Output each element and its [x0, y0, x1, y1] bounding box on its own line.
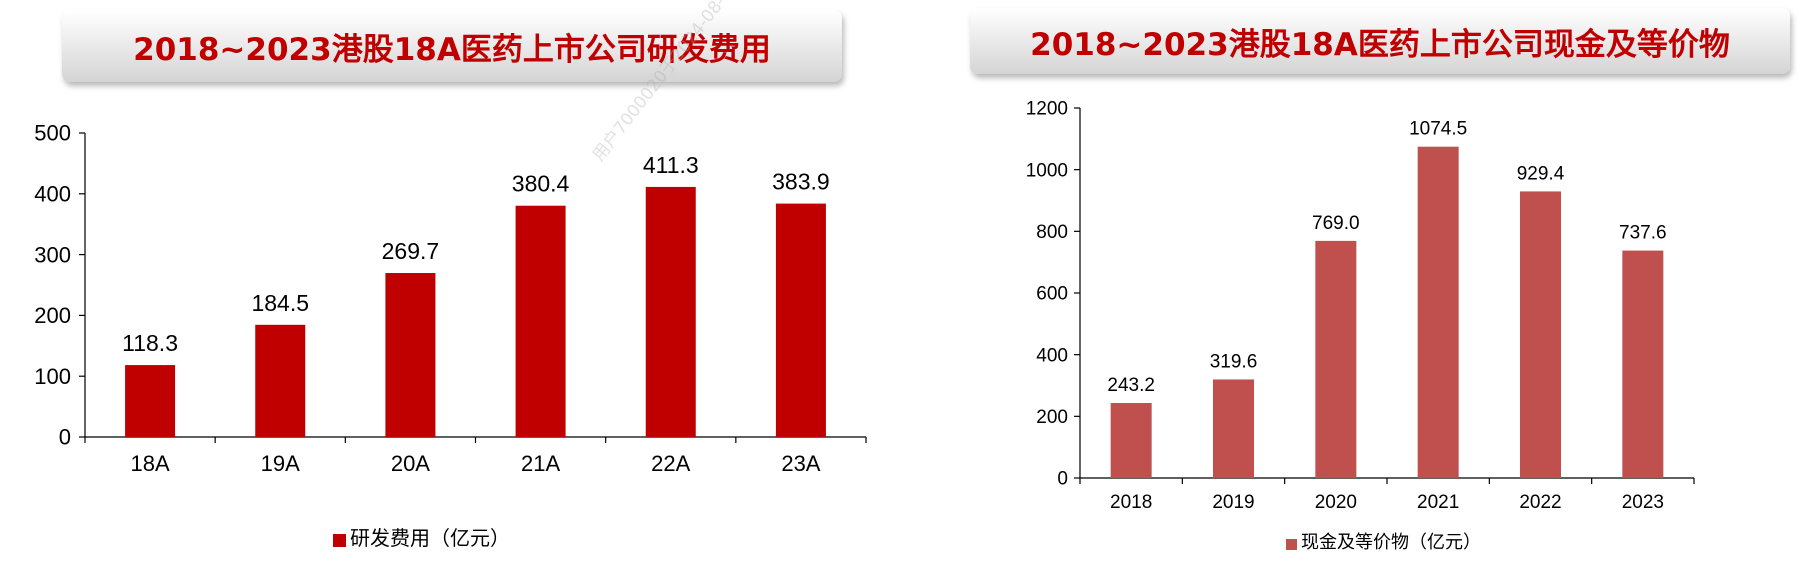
- y-tick-label: 500: [34, 121, 71, 146]
- x-tick-label: 23A: [781, 451, 820, 476]
- bar-value-label: 929.4: [1517, 163, 1565, 184]
- legend-label: 研发费用（亿元）: [350, 526, 510, 550]
- x-tick-label: 21A: [521, 451, 560, 476]
- right-chart-title: 2018~2023港股18A医药上市公司现金及等价物: [970, 8, 1790, 74]
- bar-value-label: 411.3: [643, 152, 699, 178]
- y-tick-label: 200: [34, 303, 71, 328]
- bar: [1520, 191, 1561, 478]
- y-tick-label: 100: [34, 364, 71, 389]
- bar: [1315, 240, 1357, 478]
- x-tick-label: 18A: [131, 451, 170, 476]
- bar-value-label: 380.4: [512, 171, 570, 197]
- y-tick-label: 0: [1057, 469, 1068, 490]
- bar: [255, 324, 306, 437]
- rd-expense-bar-chart: 0 100 200 300 400 500 118.3 18A 184.5 19A 269.7 20A…: [34, 121, 867, 550]
- x-tick-label: 20A: [391, 451, 430, 476]
- legend-swatch: [333, 534, 346, 547]
- bar-value-label: 319.6: [1210, 351, 1258, 372]
- bar: [645, 186, 696, 437]
- y-tick-label: 1200: [1026, 99, 1068, 120]
- bar-value-label: 737.6: [1619, 223, 1667, 244]
- x-tick-label: 2023: [1622, 492, 1664, 513]
- y-tick-label: 400: [34, 182, 71, 207]
- left-chart-title: 2018~2023港股18A医药上市公司研发费用: [62, 10, 842, 82]
- y-tick-label: 800: [1036, 222, 1068, 243]
- bar: [515, 205, 566, 437]
- x-tick-label: 2022: [1519, 492, 1561, 513]
- bar: [385, 273, 436, 437]
- bar-value-label: 769.0: [1312, 213, 1360, 234]
- x-tick-label: 19A: [261, 451, 300, 476]
- legend-label: 现金及等价物（亿元）: [1301, 532, 1481, 553]
- bar: [1213, 379, 1254, 478]
- bar: [125, 365, 176, 437]
- bar-value-label: 118.3: [122, 330, 178, 356]
- bar-value-label: 1074.5: [1409, 119, 1467, 140]
- y-tick-label: 0: [59, 425, 71, 450]
- y-tick-label: 400: [1036, 345, 1068, 366]
- bar-value-label: 184.5: [251, 290, 309, 316]
- bar-value-label: 383.9: [772, 169, 830, 195]
- y-tick-label: 600: [1036, 284, 1068, 305]
- x-tick-label: 2018: [1110, 492, 1152, 513]
- y-tick-label: 200: [1036, 407, 1068, 428]
- bar: [1417, 146, 1459, 478]
- x-tick-label: 2020: [1315, 492, 1357, 513]
- y-tick-label: 1000: [1026, 160, 1068, 181]
- y-tick-label: 300: [34, 242, 71, 267]
- bar-value-label: 243.2: [1107, 375, 1155, 396]
- bar: [1110, 403, 1152, 478]
- bar: [1622, 250, 1664, 478]
- x-tick-label: 2019: [1212, 492, 1254, 513]
- x-tick-label: 22A: [651, 451, 690, 476]
- legend-swatch: [1286, 539, 1297, 550]
- bar-value-label: 269.7: [382, 238, 440, 264]
- bar: [775, 203, 826, 437]
- x-tick-label: 2021: [1417, 492, 1459, 513]
